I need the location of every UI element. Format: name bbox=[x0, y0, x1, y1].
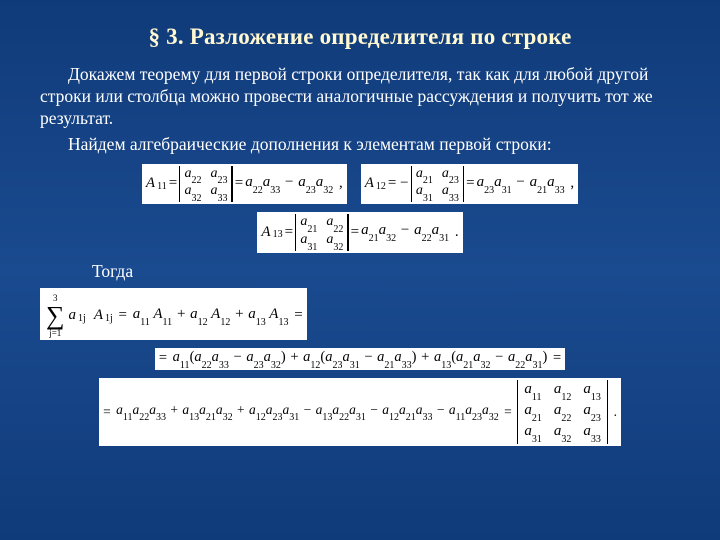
A11-label: A bbox=[146, 176, 155, 191]
expanded-line: = a11(a22a33 − a23a32) + a12(a23a31 − a2… bbox=[40, 348, 680, 370]
A13-det: a21a22a31a32 bbox=[295, 214, 349, 251]
sigma-icon: 3 ∑ j=1 bbox=[46, 294, 65, 338]
minor-A13: A13 = a21a22a31a32 = a21a32 − a22a31 . bbox=[257, 212, 462, 253]
minor-A11: A11 = a22a23a32a33 = a22a33 − a23a32 , bbox=[142, 164, 347, 205]
sum-line: 3 ∑ j=1 a1j A1j = a11 A11 + a12 A12 + a1… bbox=[40, 288, 680, 340]
A11-sub: 11 bbox=[157, 182, 167, 192]
paragraph-1: Докажем теорему для первой строки опреде… bbox=[40, 64, 680, 130]
paragraph-2: Найдем алгебраические дополнения к элеме… bbox=[40, 134, 680, 156]
A12-det: a21a23a31a33 bbox=[411, 166, 465, 203]
minor-A12: A12 = − a21a23a31a33 = a23a31 − a21a33 , bbox=[361, 164, 578, 205]
A13-sub: 13 bbox=[273, 230, 283, 240]
minors-row-2: A13 = a21a22a31a32 = a21a32 − a22a31 . bbox=[40, 212, 680, 253]
minors-row-1: A11 = a22a23a32a33 = a22a33 − a23a32 , A… bbox=[40, 164, 680, 205]
A12-label: A bbox=[365, 176, 374, 191]
slide: § 3. Разложение определителя по строке Д… bbox=[0, 0, 720, 540]
A13-label: A bbox=[261, 225, 270, 240]
togda-label: Тогда bbox=[92, 261, 680, 282]
final-line: = a11a22a33 + a13a21a32 + a12a23a31 − a1… bbox=[40, 378, 680, 446]
slide-title: § 3. Разложение определителя по строке bbox=[40, 24, 680, 50]
det-3x3: a11a12a13a21a22a23a31a32a33 bbox=[517, 380, 608, 444]
A11-det: a22a23a32a33 bbox=[179, 166, 233, 203]
A12-sub: 12 bbox=[376, 182, 386, 192]
